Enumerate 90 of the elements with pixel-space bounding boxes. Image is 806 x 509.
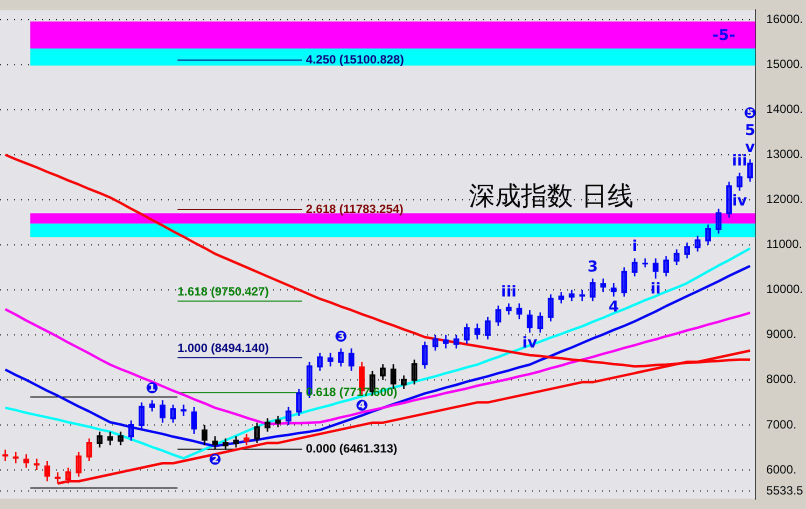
candlestick — [484, 316, 491, 340]
candlestick — [495, 304, 502, 327]
y-tick-label: 10000. — [766, 282, 803, 296]
candlestick — [422, 340, 428, 370]
y-tick-label: 11000. — [766, 237, 802, 252]
annotation: 5 — [744, 121, 756, 140]
candlestick — [128, 420, 134, 442]
candlestick — [317, 352, 323, 372]
candlestick — [118, 430, 124, 446]
ref-line-label: 1.000 (8494.140) — [177, 340, 269, 355]
candlestick — [736, 172, 742, 192]
candlestick — [34, 458, 40, 471]
annotation: iii — [501, 282, 516, 300]
y-tick-label: 14000. — [766, 102, 803, 116]
ref-line-label: 4.250 (15100.828) — [306, 52, 404, 66]
candlestick — [296, 388, 302, 417]
candlestick — [600, 278, 606, 293]
candlestick — [537, 312, 544, 334]
candlestick — [442, 334, 449, 350]
candlestick — [411, 358, 418, 386]
candlestick — [328, 352, 334, 368]
candlestick — [663, 255, 670, 278]
candlestick — [716, 208, 722, 234]
y-tick-label: 9000. — [766, 327, 796, 342]
ref-line-label: 2.618 (11783.254) — [306, 202, 404, 216]
candlestick — [233, 435, 239, 448]
candlestick — [432, 334, 438, 352]
candlestick — [138, 402, 145, 430]
y-tick-label: 7000. — [766, 417, 796, 432]
candlestick — [747, 158, 753, 183]
candlestick — [44, 460, 50, 482]
candlestick — [548, 294, 554, 322]
candlestick — [642, 258, 648, 268]
candlestick — [180, 404, 186, 417]
y-tick-label: 6000. — [766, 462, 796, 476]
candlestick — [506, 302, 512, 316]
candlestick — [338, 348, 344, 368]
y-tick-label: 8000. — [766, 372, 796, 386]
candlestick — [191, 406, 197, 435]
ref-line-label: 0.000 (6461.313) — [306, 442, 398, 456]
annotation: ❹ — [356, 396, 368, 415]
annotation: 3 — [587, 257, 598, 276]
candlestick — [76, 451, 82, 478]
y-tick-label: 13000. — [766, 147, 803, 162]
candlestick — [286, 406, 292, 426]
y-tick-label: 12000. — [766, 192, 803, 206]
candlestick — [160, 399, 166, 424]
candlestick — [694, 235, 700, 252]
candlestick — [149, 399, 155, 412]
ref-line-label: 1.618 (9750.427) — [177, 284, 269, 298]
annotation: ❸ — [334, 327, 348, 346]
candlestick — [474, 322, 480, 340]
candlestick — [590, 278, 596, 302]
candlestick — [348, 348, 354, 372]
annotation: ii — [650, 279, 661, 298]
candlestick — [96, 430, 103, 448]
candlestick — [516, 302, 522, 320]
candlestick — [86, 438, 92, 462]
text: 深成指数 日线 — [469, 181, 634, 212]
candlestick — [254, 422, 260, 444]
annotation: 4 — [608, 297, 619, 316]
candlestick — [674, 248, 680, 266]
candlestick — [558, 291, 564, 304]
candlestick — [726, 181, 732, 219]
candlestick — [2, 448, 8, 462]
annotation: v — [745, 138, 756, 156]
annotation: ❶ — [146, 379, 158, 398]
candlestick — [464, 322, 470, 345]
y-tick-label: 15000. — [766, 57, 803, 71]
candlestick — [610, 282, 617, 298]
annotation: ❷ — [208, 450, 222, 469]
candlestick — [621, 266, 628, 298]
candlestick — [526, 309, 533, 334]
candlestick — [632, 258, 638, 278]
annotation: -5- — [712, 26, 736, 44]
candlestick — [107, 430, 114, 446]
candlestick — [244, 433, 250, 446]
candlestick — [652, 258, 659, 280]
y-tick-label: 16000. — [766, 12, 803, 26]
candlestick — [705, 224, 711, 246]
candlestick — [453, 334, 460, 350]
annotation: i — [632, 237, 638, 256]
candlestick — [170, 404, 176, 424]
annotation: ❺ — [744, 104, 756, 122]
y-tick-label: 5533.5 — [766, 483, 804, 498]
candlestick — [23, 453, 30, 468]
annotation: iii — [732, 152, 748, 170]
candlestick — [568, 289, 575, 302]
candlestick — [684, 242, 690, 260]
annotation: iv — [732, 192, 748, 210]
